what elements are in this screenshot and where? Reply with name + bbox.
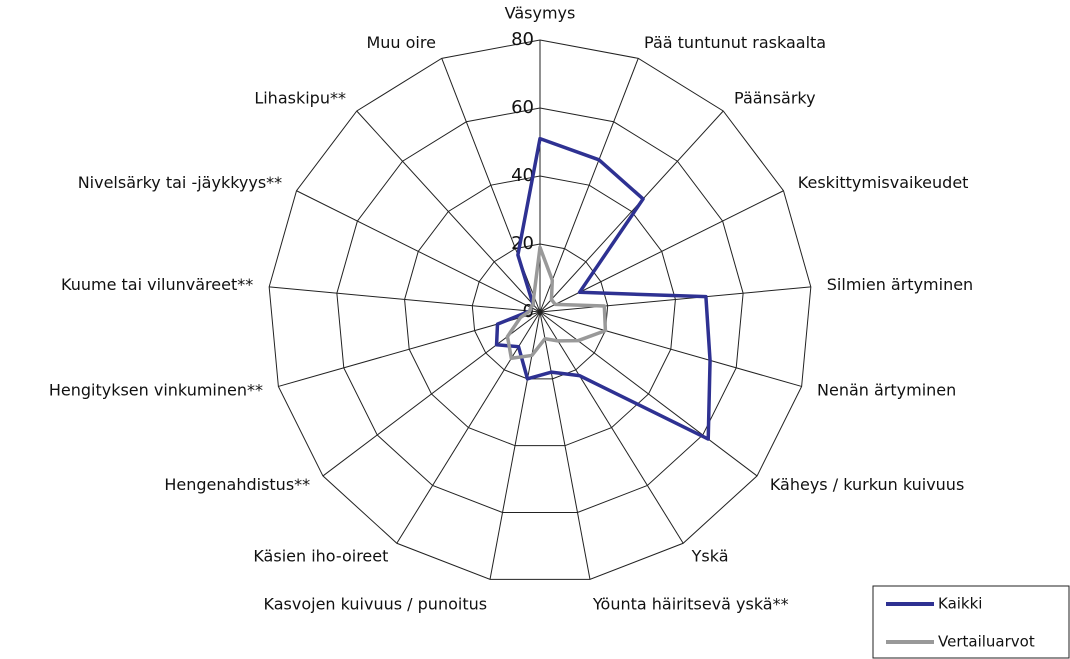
- category-label: Keskittymisvaikeudet: [798, 173, 969, 192]
- legend-label: Vertailuarvot: [938, 633, 1035, 651]
- category-label: Lihaskipu**: [254, 89, 346, 108]
- category-label: Yskä: [691, 546, 729, 565]
- spoke: [396, 311, 541, 544]
- spoke: [296, 190, 541, 313]
- category-label: Silmien ärtyminen: [827, 275, 973, 294]
- category-label: Hengityksen vinkuminen**: [49, 380, 263, 399]
- series-line: [505, 245, 608, 361]
- category-label: Muu oire: [366, 33, 435, 52]
- legend-box: [872, 585, 1070, 659]
- category-label: Käsien iho-oireet: [253, 546, 388, 565]
- category-label: Kuume tai vilunväreet**: [61, 275, 253, 294]
- r-tick-label: 80: [511, 29, 534, 50]
- spoke: [322, 311, 541, 477]
- category-label: Väsymys: [505, 4, 576, 23]
- spoke: [539, 311, 802, 387]
- spoke: [539, 311, 591, 580]
- r-tick-label: 60: [511, 97, 534, 118]
- grid-ring: [336, 107, 744, 514]
- grid-ring: [404, 175, 676, 447]
- category-label: Nivelsärky tai -jäykkyys**: [78, 173, 282, 192]
- spoke: [356, 110, 541, 313]
- category-label: Päänsärky: [734, 89, 816, 108]
- spoke: [539, 311, 684, 544]
- category-label: Hengenahdistus**: [164, 475, 310, 494]
- spoke: [539, 286, 811, 313]
- category-label: Kasvojen kuivuus / punoitus: [264, 595, 488, 614]
- spoke: [269, 286, 541, 313]
- category-label: Pää tuntunut raskaalta: [644, 33, 826, 52]
- category-label: Nenän ärtyminen: [817, 380, 956, 399]
- spoke: [539, 311, 758, 477]
- spoke: [539, 58, 639, 313]
- legend-label: Kaikki: [938, 595, 982, 613]
- spoke: [539, 110, 724, 313]
- grid-ring: [268, 39, 812, 580]
- category-label: Yöunta häiritsevä yskä**: [592, 595, 789, 614]
- category-label: Käheys / kurkun kuivuus: [770, 475, 964, 494]
- r-tick-label: 40: [511, 165, 534, 186]
- grid-ring: [471, 243, 609, 380]
- r-tick-label: 20: [511, 233, 534, 254]
